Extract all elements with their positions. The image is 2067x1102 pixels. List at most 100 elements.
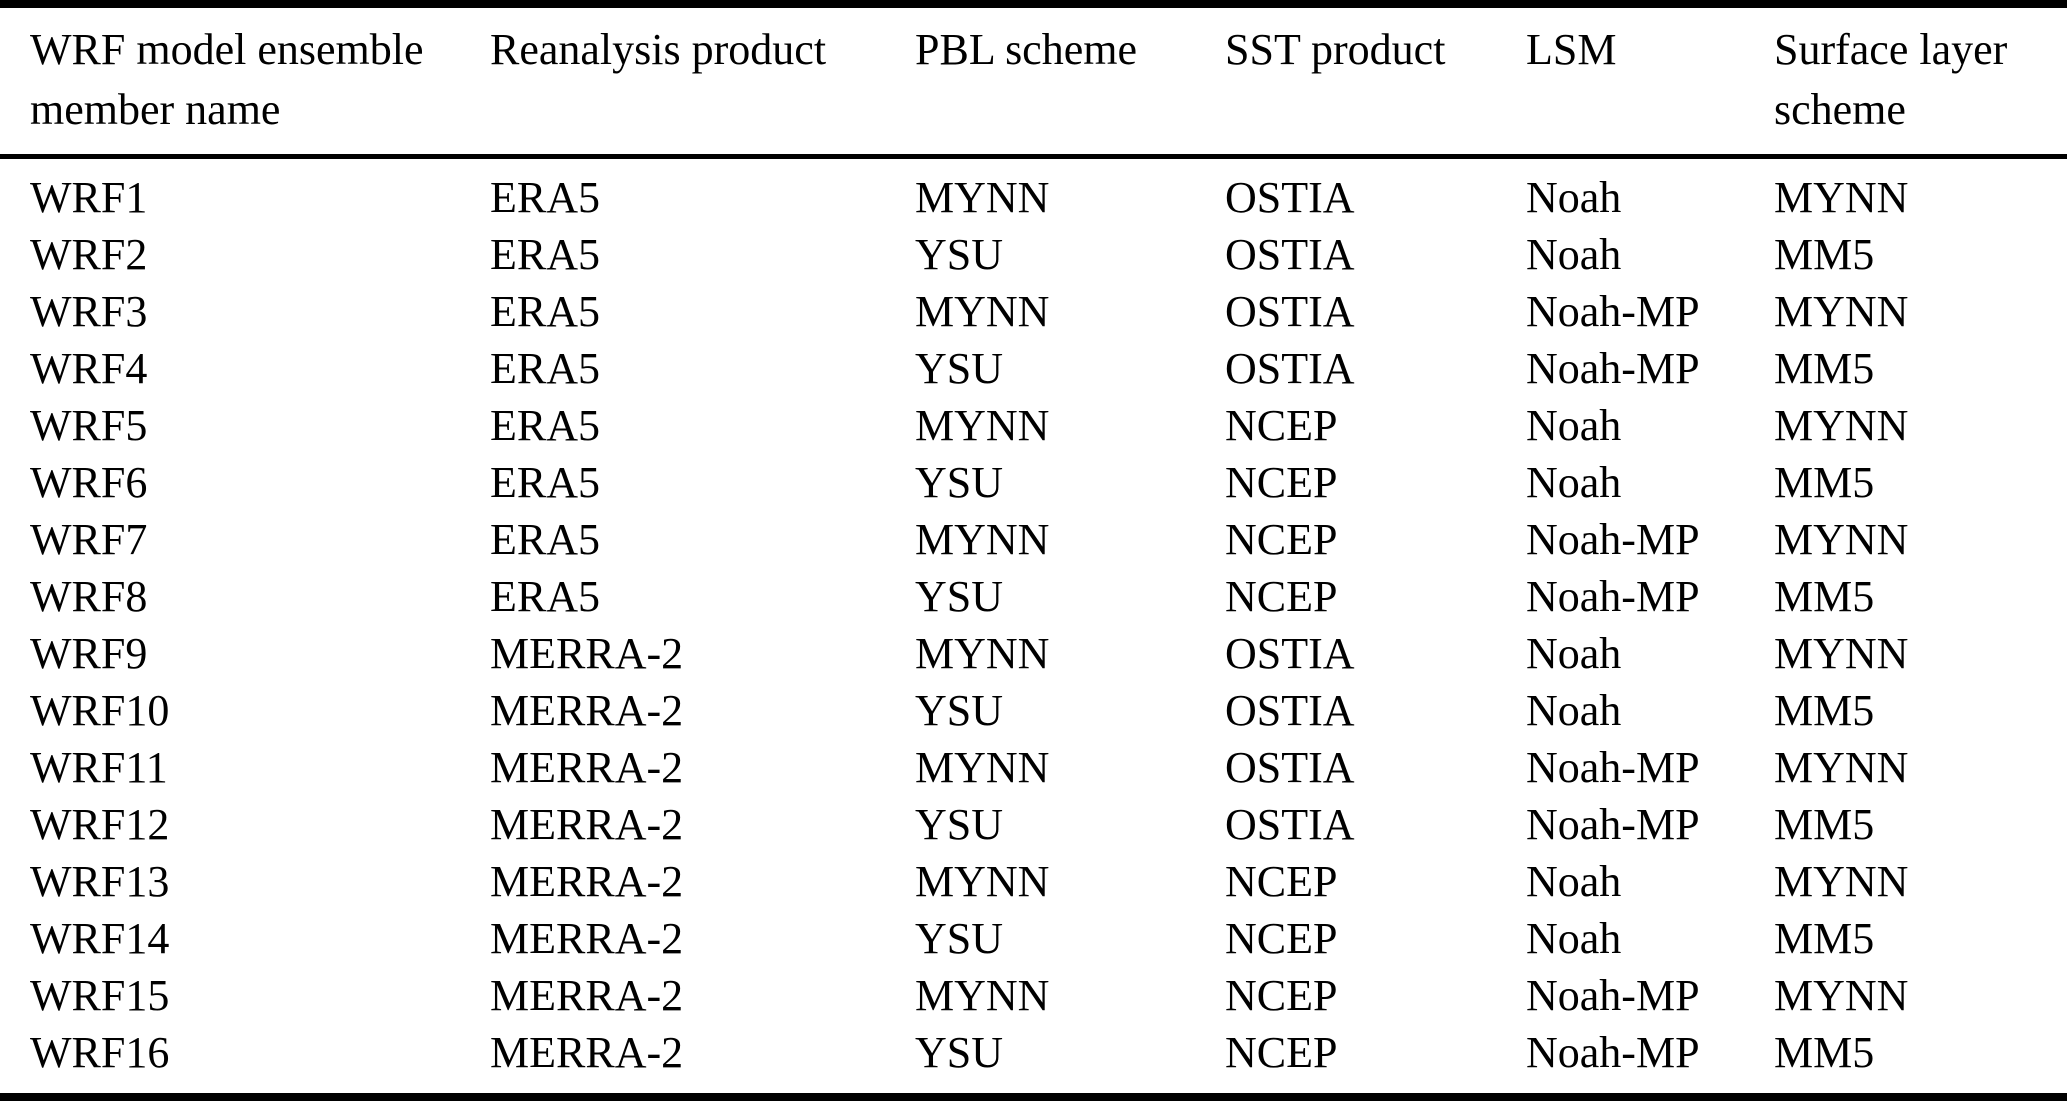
table-header: WRF model ensemble member name Reanalysi… bbox=[0, 4, 2067, 159]
table-cell: YSU bbox=[915, 458, 1004, 507]
table-cell: MYNN bbox=[1774, 629, 1909, 678]
table-cell: MYNN bbox=[1774, 743, 1909, 792]
table-cell: Noah bbox=[1526, 914, 1622, 963]
table-cell: MM5 bbox=[1774, 800, 1875, 849]
table-cell: NCEP bbox=[1225, 971, 1338, 1020]
table-row: WRF3 ERA5 MYNN OSTIA Noah-MP MYNN bbox=[0, 283, 2067, 340]
table-cell: MM5 bbox=[1774, 572, 1875, 621]
table-row: WRF10 MERRA-2 YSU OSTIA Noah MM5 bbox=[0, 682, 2067, 739]
table-cell: OSTIA bbox=[1225, 686, 1355, 735]
table-cell: WRF16 bbox=[30, 1028, 170, 1077]
table-row: WRF8 ERA5 YSU NCEP Noah-MP MM5 bbox=[0, 568, 2067, 625]
column-header-sst-product: SST product bbox=[1225, 4, 1526, 159]
table-cell: Noah bbox=[1526, 686, 1622, 735]
table-cell: NCEP bbox=[1225, 914, 1338, 963]
table-cell: MYNN bbox=[915, 515, 1050, 564]
table-cell: Noah-MP bbox=[1526, 971, 1700, 1020]
table-cell: Noah-MP bbox=[1526, 572, 1700, 621]
table-cell: WRF2 bbox=[30, 230, 148, 279]
table-cell: MYNN bbox=[1774, 971, 1909, 1020]
table-cell: WRF1 bbox=[30, 173, 148, 222]
table-cell: ERA5 bbox=[490, 173, 600, 222]
table-cell: MM5 bbox=[1774, 914, 1875, 963]
table-cell: MERRA-2 bbox=[490, 971, 684, 1020]
table-cell: WRF14 bbox=[30, 914, 170, 963]
table-cell: WRF13 bbox=[30, 857, 170, 906]
table-cell: MYNN bbox=[915, 743, 1050, 792]
table-row: WRF12 MERRA-2 YSU OSTIA Noah-MP MM5 bbox=[0, 796, 2067, 853]
table-cell: ERA5 bbox=[490, 344, 600, 393]
table-cell: MYNN bbox=[915, 401, 1050, 450]
table-cell: YSU bbox=[915, 344, 1004, 393]
column-header-surface-layer-scheme: Surface layer scheme bbox=[1774, 4, 2067, 159]
table-cell: Noah bbox=[1526, 401, 1622, 450]
table-cell: OSTIA bbox=[1225, 287, 1355, 336]
table-cell: YSU bbox=[915, 914, 1004, 963]
table-body: WRF1 ERA5 MYNN OSTIA Noah MYNN WRF2 ERA5 YSU OSTI… bbox=[0, 157, 2067, 1098]
table-cell: ERA5 bbox=[490, 287, 600, 336]
column-header-pbl-scheme: PBL scheme bbox=[915, 4, 1225, 159]
header-row: WRF model ensemble member name Reanalysi… bbox=[0, 4, 2067, 159]
table-row: WRF7 ERA5 MYNN NCEP Noah-MP MYNN bbox=[0, 511, 2067, 568]
table-cell: MERRA-2 bbox=[490, 914, 684, 963]
table-row: WRF1 ERA5 MYNN OSTIA Noah MYNN bbox=[0, 157, 2067, 227]
table-cell: Noah-MP bbox=[1526, 287, 1700, 336]
table-cell: NCEP bbox=[1225, 1028, 1338, 1077]
table-cell: WRF9 bbox=[30, 629, 148, 678]
table-cell: MYNN bbox=[1774, 173, 1909, 222]
table-cell: MYNN bbox=[1774, 287, 1909, 336]
table-row: WRF11 MERRA-2 MYNN OSTIA Noah-MP MYNN bbox=[0, 739, 2067, 796]
table-row: WRF16 MERRA-2 YSU NCEP Noah-MP MM5 bbox=[0, 1024, 2067, 1097]
table-cell: ERA5 bbox=[490, 515, 600, 564]
table-cell: MYNN bbox=[1774, 401, 1909, 450]
table-cell: NCEP bbox=[1225, 401, 1338, 450]
table-cell: ERA5 bbox=[490, 401, 600, 450]
table-cell: NCEP bbox=[1225, 515, 1338, 564]
table-cell: MERRA-2 bbox=[490, 800, 684, 849]
table-cell: MM5 bbox=[1774, 458, 1875, 507]
table-cell: YSU bbox=[915, 686, 1004, 735]
table-cell: WRF8 bbox=[30, 572, 148, 621]
table-row: WRF4 ERA5 YSU OSTIA Noah-MP MM5 bbox=[0, 340, 2067, 397]
table-cell: ERA5 bbox=[490, 572, 600, 621]
table-cell: MYNN bbox=[1774, 515, 1909, 564]
table-row: WRF15 MERRA-2 MYNN NCEP Noah-MP MYNN bbox=[0, 967, 2067, 1024]
table-cell: OSTIA bbox=[1225, 743, 1355, 792]
table-cell: WRF11 bbox=[30, 743, 168, 792]
table-cell: ERA5 bbox=[490, 458, 600, 507]
table-row: WRF2 ERA5 YSU OSTIA Noah MM5 bbox=[0, 226, 2067, 283]
column-header-member-name: WRF model ensemble member name bbox=[0, 4, 490, 159]
table-cell: MYNN bbox=[915, 629, 1050, 678]
table-cell: MM5 bbox=[1774, 1028, 1875, 1077]
table-cell: MERRA-2 bbox=[490, 857, 684, 906]
table-row: WRF9 MERRA-2 MYNN OSTIA Noah MYNN bbox=[0, 625, 2067, 682]
table-cell: ERA5 bbox=[490, 230, 600, 279]
table-cell: NCEP bbox=[1225, 572, 1338, 621]
table-row: WRF13 MERRA-2 MYNN NCEP Noah MYNN bbox=[0, 853, 2067, 910]
table-cell: Noah bbox=[1526, 857, 1622, 906]
table-cell: WRF3 bbox=[30, 287, 148, 336]
table-row: WRF5 ERA5 MYNN NCEP Noah MYNN bbox=[0, 397, 2067, 454]
table-row: WRF6 ERA5 YSU NCEP Noah MM5 bbox=[0, 454, 2067, 511]
table-cell: Noah-MP bbox=[1526, 515, 1700, 564]
table-cell: YSU bbox=[915, 572, 1004, 621]
table-cell: MYNN bbox=[915, 971, 1050, 1020]
table-cell: Noah-MP bbox=[1526, 800, 1700, 849]
table-cell: MYNN bbox=[1774, 857, 1909, 906]
table-cell: OSTIA bbox=[1225, 344, 1355, 393]
table-cell: YSU bbox=[915, 800, 1004, 849]
table-cell: Noah-MP bbox=[1526, 1028, 1700, 1077]
table-cell: MM5 bbox=[1774, 230, 1875, 279]
table-cell: MYNN bbox=[915, 857, 1050, 906]
table-cell: OSTIA bbox=[1225, 230, 1355, 279]
table-cell: WRF7 bbox=[30, 515, 148, 564]
table-cell: WRF6 bbox=[30, 458, 148, 507]
table-cell: NCEP bbox=[1225, 857, 1338, 906]
column-header-lsm: LSM bbox=[1526, 4, 1774, 159]
table-cell: YSU bbox=[915, 1028, 1004, 1077]
table-cell: Noah bbox=[1526, 458, 1622, 507]
table-row: WRF14 MERRA-2 YSU NCEP Noah MM5 bbox=[0, 910, 2067, 967]
column-header-reanalysis-product: Reanalysis product bbox=[490, 4, 915, 159]
table-cell: NCEP bbox=[1225, 458, 1338, 507]
